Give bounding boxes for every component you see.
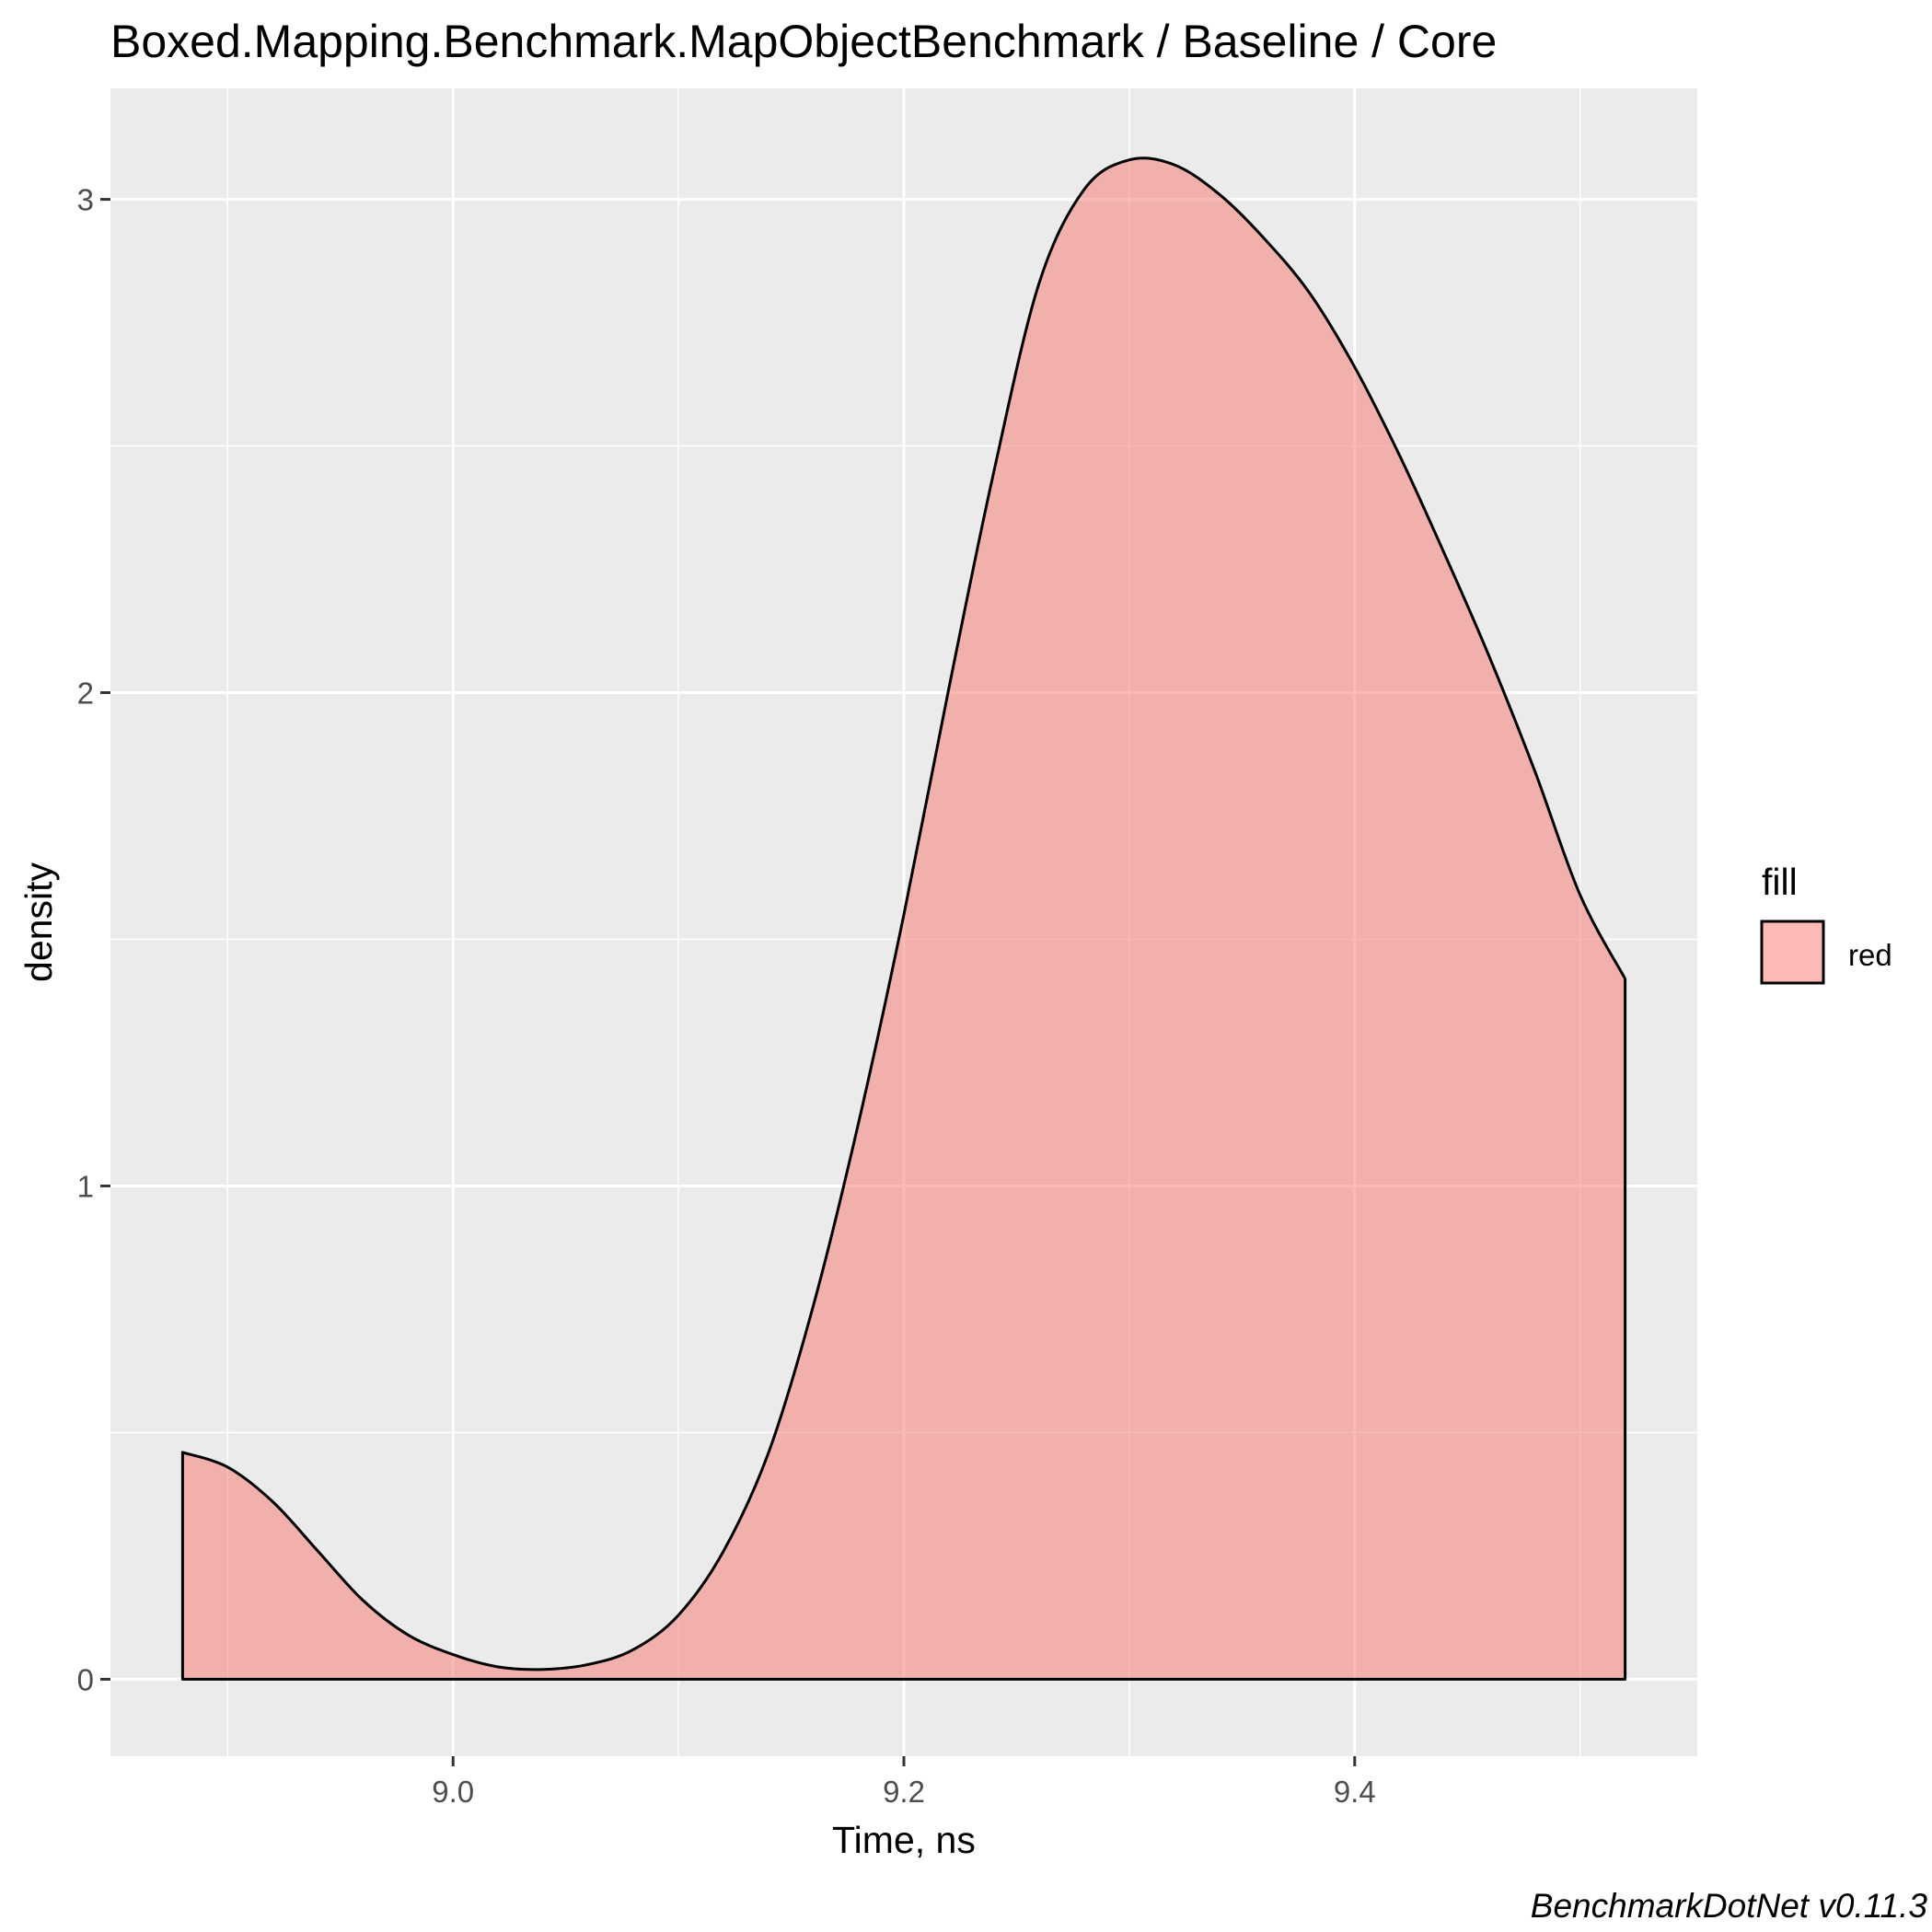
y-tick-label: 0 [77, 1662, 94, 1696]
x-tick-label: 9.2 [883, 1775, 925, 1809]
legend-label-red: red [1848, 938, 1892, 972]
x-axis: 9.0 9.2 9.4 [432, 1756, 1376, 1809]
x-tick-label: 9.0 [432, 1775, 474, 1809]
x-axis-title: Time, ns [832, 1819, 976, 1861]
y-tick-label: 3 [77, 183, 94, 217]
y-tick-label: 2 [77, 677, 94, 711]
x-tick-label: 9.4 [1334, 1775, 1376, 1809]
legend-title: fill [1762, 861, 1798, 903]
legend-key-red [1760, 920, 1825, 985]
density-area-red [180, 156, 1627, 1681]
y-axis-title: density [17, 862, 60, 982]
caption: BenchmarkDotNet v0.11.3 [1531, 1887, 1928, 1925]
chart-title: Boxed.Mapping.Benchmark.MapObjectBenchma… [110, 16, 1497, 67]
y-tick-label: 1 [77, 1169, 94, 1203]
legend: fill red [1760, 861, 1892, 985]
y-axis: 0 1 2 3 [77, 183, 110, 1696]
